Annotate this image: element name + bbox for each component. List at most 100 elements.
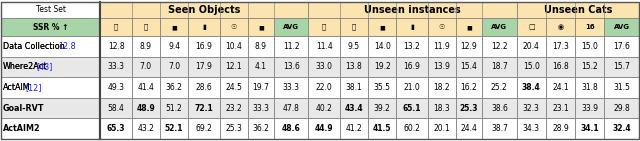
Bar xyxy=(1,36,100,57)
Text: 36.2: 36.2 xyxy=(166,83,182,92)
Bar xyxy=(516,57,546,77)
Text: 65.3: 65.3 xyxy=(107,124,125,133)
Bar xyxy=(100,2,308,18)
Bar xyxy=(546,77,575,98)
Text: 25.3: 25.3 xyxy=(225,124,242,133)
Text: 31.8: 31.8 xyxy=(582,83,598,92)
Text: SSR % ↑: SSR % ↑ xyxy=(33,23,68,31)
Text: [43]: [43] xyxy=(36,62,52,71)
Bar xyxy=(546,118,575,139)
Bar xyxy=(428,98,456,118)
Text: 40.2: 40.2 xyxy=(316,104,333,113)
Bar xyxy=(132,118,160,139)
Text: 8.9: 8.9 xyxy=(255,42,267,51)
Text: ActAIM2: ActAIM2 xyxy=(3,124,40,133)
Bar xyxy=(482,98,516,118)
Text: 35.5: 35.5 xyxy=(374,83,391,92)
Text: 52.1: 52.1 xyxy=(165,124,183,133)
Text: 15.7: 15.7 xyxy=(613,62,630,71)
Bar xyxy=(546,98,575,118)
Text: 18.2: 18.2 xyxy=(433,83,450,92)
Bar xyxy=(100,118,132,139)
Bar xyxy=(132,77,160,98)
Text: 9.5: 9.5 xyxy=(348,42,360,51)
Bar xyxy=(1,118,100,139)
Text: Where2Act: Where2Act xyxy=(3,62,47,71)
Text: Unseen instances: Unseen instances xyxy=(364,5,461,15)
Text: 36.2: 36.2 xyxy=(252,124,269,133)
Text: 15.0: 15.0 xyxy=(523,62,540,71)
Bar xyxy=(340,18,368,36)
Bar xyxy=(482,36,516,57)
Text: 24.4: 24.4 xyxy=(461,124,477,133)
Bar xyxy=(188,118,220,139)
Text: 65.1: 65.1 xyxy=(403,104,421,113)
Bar xyxy=(160,118,188,139)
Bar xyxy=(396,57,428,77)
Bar xyxy=(428,18,456,36)
Bar xyxy=(220,118,248,139)
Text: 69.2: 69.2 xyxy=(195,124,212,133)
Text: 19.7: 19.7 xyxy=(252,83,269,92)
Text: 41.5: 41.5 xyxy=(373,124,392,133)
Bar xyxy=(248,98,274,118)
Bar xyxy=(274,57,308,77)
Bar xyxy=(160,36,188,57)
Text: Where2Act: Where2Act xyxy=(3,62,47,71)
Text: 12.9: 12.9 xyxy=(461,42,477,51)
Bar xyxy=(456,57,482,77)
Text: 12.1: 12.1 xyxy=(225,62,242,71)
Bar xyxy=(546,36,575,57)
Text: 33.9: 33.9 xyxy=(581,104,598,113)
Bar xyxy=(575,36,605,57)
Bar xyxy=(516,2,639,18)
Text: 38.1: 38.1 xyxy=(346,83,362,92)
Text: 28.6: 28.6 xyxy=(196,83,212,92)
Bar xyxy=(220,77,248,98)
Text: ☉: ☉ xyxy=(230,24,237,30)
Bar xyxy=(340,36,368,57)
Bar xyxy=(160,98,188,118)
Text: 58.4: 58.4 xyxy=(108,104,125,113)
Text: 8.9: 8.9 xyxy=(140,42,152,51)
Bar xyxy=(456,98,482,118)
Bar xyxy=(308,2,516,18)
Text: ◉: ◉ xyxy=(557,24,564,30)
Bar xyxy=(516,36,546,57)
Bar xyxy=(100,36,132,57)
Text: 11.2: 11.2 xyxy=(283,42,300,51)
Bar xyxy=(100,18,132,36)
Bar xyxy=(1,57,100,77)
Bar xyxy=(368,36,396,57)
Bar xyxy=(456,77,482,98)
Bar xyxy=(1,77,100,98)
Text: 20.4: 20.4 xyxy=(523,42,540,51)
Text: 16.9: 16.9 xyxy=(404,62,420,71)
Text: 16.9: 16.9 xyxy=(195,42,212,51)
Text: 17.3: 17.3 xyxy=(552,42,569,51)
Bar xyxy=(248,118,274,139)
Bar xyxy=(220,18,248,36)
Bar xyxy=(160,57,188,77)
Text: 11.4: 11.4 xyxy=(316,42,333,51)
Text: ⮧: ⮧ xyxy=(352,24,356,30)
Text: 13.6: 13.6 xyxy=(283,62,300,71)
Text: 23.1: 23.1 xyxy=(552,104,569,113)
Text: 38.7: 38.7 xyxy=(491,124,508,133)
Bar xyxy=(1,18,100,36)
Bar xyxy=(575,98,605,118)
Text: Goal-RVT: Goal-RVT xyxy=(3,104,45,113)
Bar xyxy=(605,118,639,139)
Text: 38.4: 38.4 xyxy=(522,83,541,92)
Text: 28.9: 28.9 xyxy=(552,124,569,133)
Bar xyxy=(308,98,340,118)
Text: 16: 16 xyxy=(585,24,595,30)
Bar xyxy=(188,98,220,118)
Bar xyxy=(396,118,428,139)
Bar xyxy=(308,57,340,77)
Bar xyxy=(428,36,456,57)
Text: ▮: ▮ xyxy=(410,24,414,30)
Text: 39.2: 39.2 xyxy=(374,104,390,113)
Bar xyxy=(132,57,160,77)
Bar xyxy=(132,98,160,118)
